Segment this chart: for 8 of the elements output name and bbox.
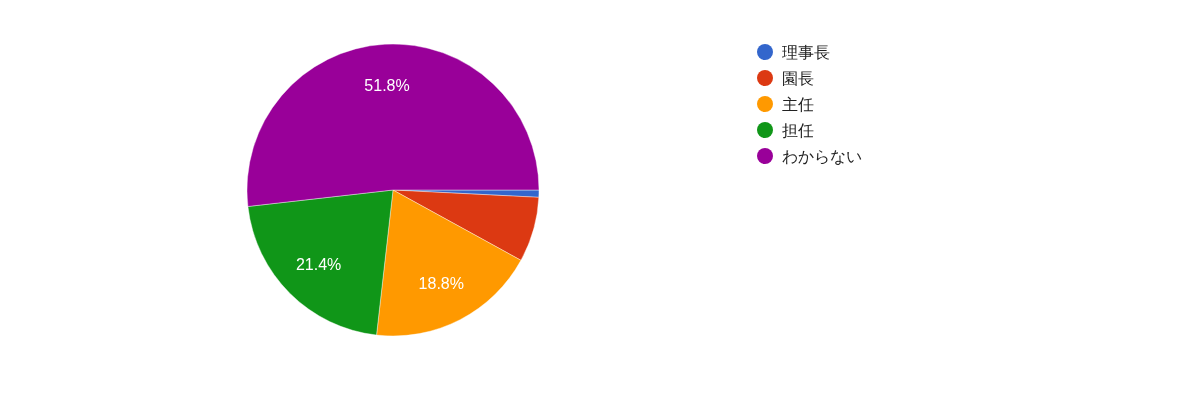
legend-label: 主任 [782,95,814,113]
data-label: 18.8% [418,274,464,292]
legend-label: 担任 [782,121,814,139]
legend-label: 園長 [782,69,814,87]
legend-label: 理事長 [782,43,830,61]
data-label: 51.8% [364,76,410,94]
legend-label: わからない [782,147,862,165]
data-label: 21.4% [295,255,342,273]
